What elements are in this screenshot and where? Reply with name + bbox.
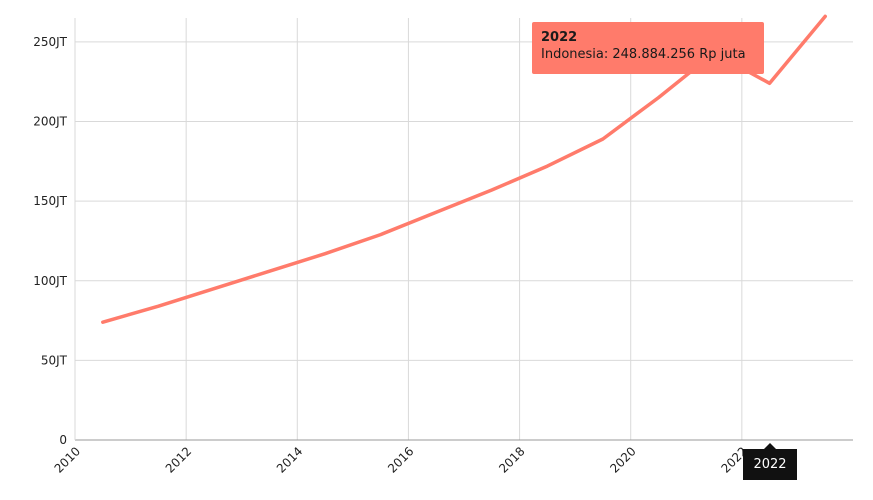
- axes: [74, 18, 853, 441]
- y-tick-label: 150JT: [33, 194, 67, 208]
- x-tick-label: 2016: [385, 444, 416, 475]
- x-cursor-label: 2022: [743, 449, 797, 480]
- grid: [75, 18, 853, 440]
- x-tick-label: 2020: [607, 444, 638, 475]
- y-tick-label: 100JT: [33, 274, 67, 288]
- y-tick-label: 0: [59, 433, 67, 447]
- y-tick-label: 200JT: [33, 115, 67, 129]
- y-axis-ticks: 0 50JT 100JT 150JT 200JT 250JT: [33, 35, 67, 447]
- tooltip-title: 2022: [541, 30, 578, 45]
- x-axis-ticks: 2010 2012 2014 2016 2018 2020 2022: [52, 444, 750, 475]
- x-tick-label: 2012: [163, 444, 194, 475]
- tooltip: 2022 Indonesia: 248.884.256 Rp juta: [532, 22, 764, 74]
- tooltip-body: Indonesia: 248.884.256 Rp juta: [541, 47, 746, 62]
- x-tick-label: 2018: [496, 444, 527, 475]
- x-tick-label: 2010: [52, 444, 83, 475]
- x-tick-label: 2014: [274, 444, 305, 475]
- cursor-caret-icon: [764, 443, 776, 449]
- y-tick-label: 250JT: [33, 35, 67, 49]
- y-tick-label: 50JT: [41, 353, 68, 367]
